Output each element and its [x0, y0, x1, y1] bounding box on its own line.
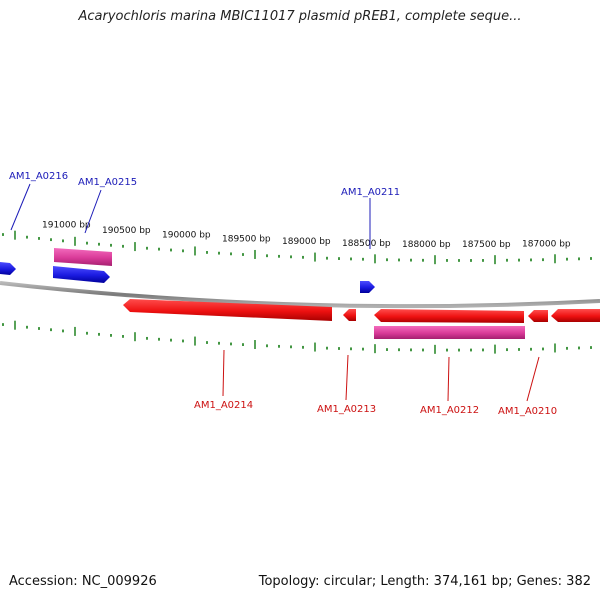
scale-label: 190000 bp — [162, 231, 211, 241]
leader-A0214 — [222, 349, 225, 397]
gene-labels: AM1_A0216 AM1_A0215 AM1_A0211 AM1_A0214 … — [9, 171, 557, 417]
gene-label[interactable]: AM1_A0210 — [498, 406, 557, 417]
scale-label: 187000 bp — [522, 240, 571, 250]
lower-scale-ticks — [2, 320, 592, 354]
label-leaders — [10, 183, 540, 402]
plasmid-backbone — [0, 281, 600, 309]
leader-A0212 — [447, 356, 450, 402]
gene-label[interactable]: AM1_A0215 — [78, 177, 137, 188]
gene-label[interactable]: AM1_A0212 — [420, 405, 479, 416]
leader-A0213 — [345, 354, 349, 401]
cds-arrow-A0209[interactable] — [551, 309, 600, 322]
reverse-strand-features — [123, 299, 600, 339]
gene-feature-A0215[interactable] — [54, 248, 112, 266]
gene-label[interactable]: AM1_A0211 — [341, 187, 400, 198]
scale-labels: 191000 bp 190500 bp 190000 bp 189500 bp 1890… — [42, 221, 571, 251]
cds-arrow-A0216[interactable] — [0, 262, 16, 275]
scale-label: 189500 bp — [222, 234, 271, 244]
scale-label: 188000 bp — [402, 240, 451, 250]
leader-A0210 — [526, 356, 540, 402]
gene-label[interactable]: AM1_A0213 — [317, 404, 376, 415]
gene-label[interactable]: AM1_A0216 — [9, 171, 68, 182]
cds-arrow-A0212[interactable] — [374, 309, 524, 323]
cds-arrow-A0215[interactable] — [53, 266, 110, 283]
scale-label: 191000 bp — [42, 221, 91, 231]
forward-strand-features — [0, 248, 375, 293]
cds-arrow-A0211[interactable] — [360, 281, 375, 293]
gene-feature-A0212[interactable] — [374, 326, 525, 339]
cds-arrow-A0213[interactable] — [343, 309, 356, 321]
scale-label: 190500 bp — [102, 226, 151, 236]
scale-label: 187500 bp — [462, 240, 511, 250]
scale-label: 188500 bp — [342, 239, 391, 249]
gene-label[interactable]: AM1_A0214 — [194, 400, 253, 411]
upper-scale-ticks — [2, 230, 592, 265]
cds-arrow-A0210[interactable] — [528, 310, 548, 322]
leader-A0216 — [10, 183, 31, 231]
genome-summary: Topology: circular; Length: 374,161 bp; … — [258, 574, 591, 589]
map-title: Acaryochloris marina MBIC11017 plasmid p… — [78, 9, 522, 24]
accession-text: Accession: NC_009926 — [9, 574, 157, 589]
cds-arrow-A0214[interactable] — [123, 299, 332, 321]
leader-A0215 — [84, 189, 102, 234]
scale-label: 189000 bp — [282, 237, 331, 247]
